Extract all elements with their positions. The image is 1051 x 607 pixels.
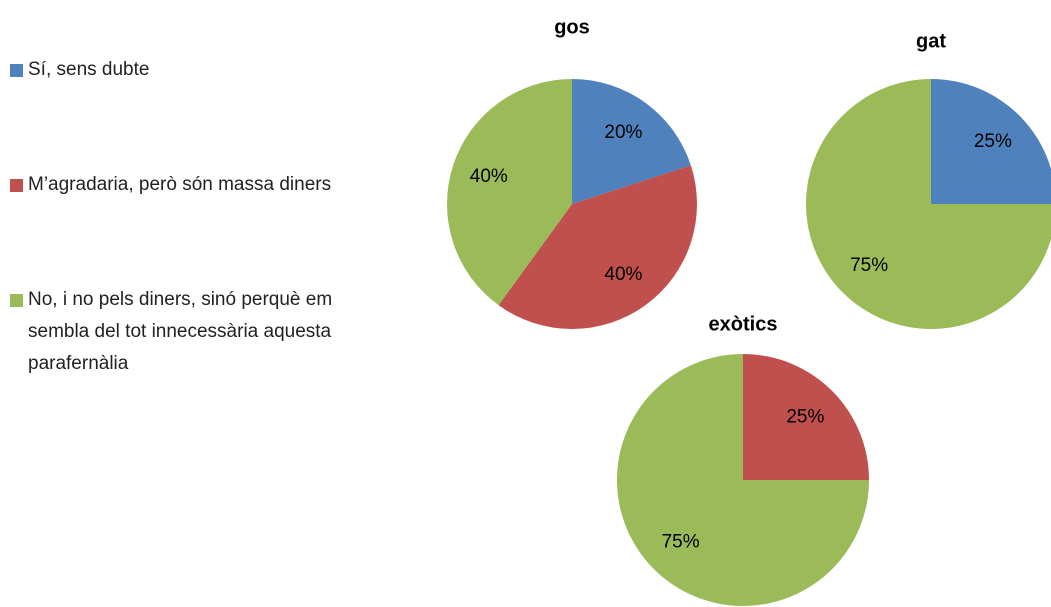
- legend-swatch: [10, 179, 23, 192]
- pie-slice: [806, 79, 1051, 329]
- pie-slice: [931, 79, 1051, 204]
- pie-slice: [498, 165, 697, 330]
- slice-label: 40%: [470, 166, 508, 187]
- slice-label: 25%: [786, 407, 824, 428]
- legend-swatch: [10, 294, 23, 307]
- legend-item: M’agradaria, però són massa diners: [10, 169, 350, 201]
- slice-label: 25%: [974, 131, 1012, 152]
- legend-item: Sí, sens dubte: [10, 54, 350, 86]
- slice-label: 40%: [604, 264, 642, 285]
- pie-slice: [572, 79, 691, 204]
- slice-label: 75%: [662, 531, 700, 552]
- slice-label: 20%: [604, 122, 642, 143]
- chart-title: gat: [916, 30, 946, 52]
- legend-swatch: [10, 64, 23, 77]
- legend-item: No, i no pels diners, sinó perquè em sem…: [10, 284, 350, 380]
- pie-slice: [617, 354, 869, 606]
- legend-label: Sí, sens dubte: [28, 59, 150, 80]
- chart-title: exòtics: [709, 313, 778, 335]
- pie-slice: [447, 79, 572, 306]
- legend-label: No, i no pels diners, sinó perquè em sem…: [28, 289, 333, 374]
- pie-slice: [743, 354, 869, 480]
- legend-label: M’agradaria, però són massa diners: [28, 174, 332, 195]
- chart-title: gos: [554, 16, 590, 38]
- slice-label: 75%: [850, 255, 888, 276]
